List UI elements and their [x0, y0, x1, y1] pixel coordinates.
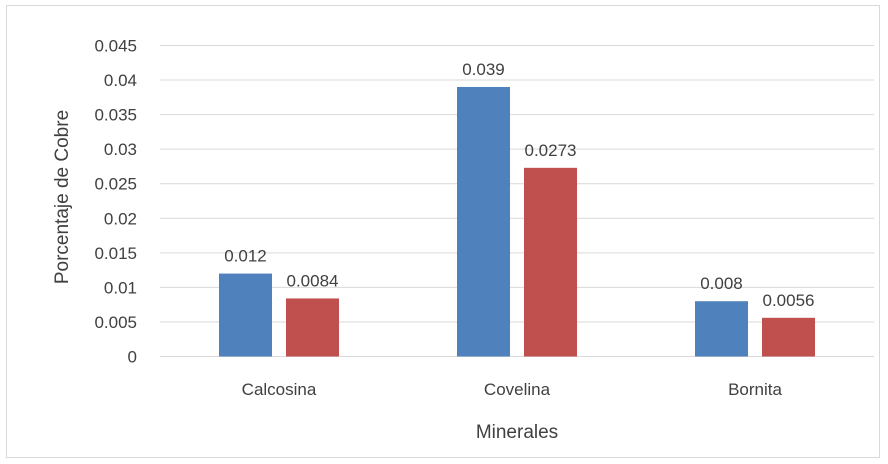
data-label: 0.0084 — [287, 271, 339, 290]
y-tick-label: 0.015 — [94, 244, 137, 263]
y-tick-label: 0 — [128, 348, 137, 367]
x-tick-label: Covelina — [484, 380, 551, 399]
x-axis-tick-labels: Calcosina Covelina Bornita — [242, 380, 783, 399]
bar — [457, 86, 510, 357]
y-tick-label: 0.025 — [94, 175, 137, 194]
y-tick-label: 0.045 — [94, 37, 137, 56]
y-tick-label: 0.03 — [104, 140, 137, 159]
x-tick-label: Bornita — [728, 380, 782, 399]
y-tick-label: 0.005 — [94, 313, 137, 332]
y-tick-label: 0.02 — [104, 209, 137, 228]
bar — [524, 167, 577, 357]
bar — [219, 273, 272, 357]
data-label: 0.039 — [462, 60, 505, 79]
y-tick-label: 0.035 — [94, 106, 137, 125]
y-axis-title: Porcentaje de Cobre — [52, 110, 73, 284]
data-label: 0.012 — [224, 247, 267, 266]
y-tick-label: 0.01 — [104, 278, 137, 297]
data-labels: 0.012 0.0084 0.039 0.0273 0.008 0.0056 — [224, 60, 814, 310]
y-tick-label: 0.04 — [104, 71, 137, 90]
bars — [219, 86, 815, 357]
x-tick-label: Calcosina — [242, 380, 317, 399]
data-label: 0.0056 — [763, 291, 815, 310]
bar — [762, 317, 815, 357]
y-axis-tick-labels: 0 0.005 0.01 0.015 0.02 0.025 0.03 0.035 0.04 0.0… — [94, 37, 137, 367]
data-label: 0.0273 — [525, 141, 577, 160]
data-label: 0.008 — [700, 274, 743, 293]
bar — [695, 301, 748, 357]
gridlines — [160, 45, 874, 357]
bar — [286, 298, 339, 357]
x-axis-title: Minerales — [476, 422, 558, 443]
